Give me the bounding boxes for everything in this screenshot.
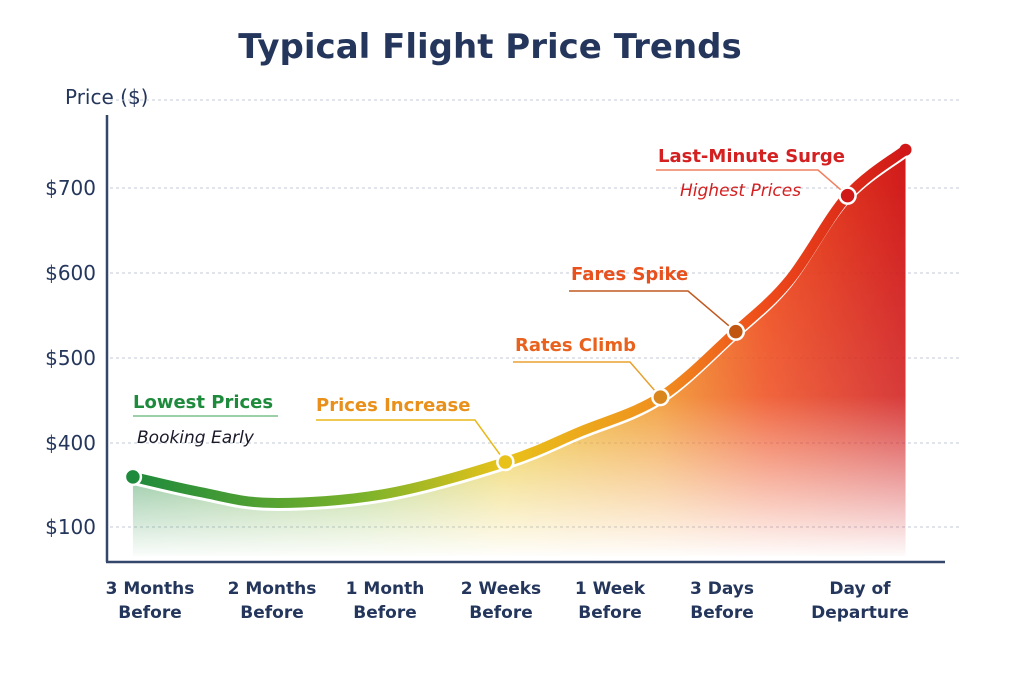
annotation-label: Rates Climb — [515, 335, 636, 356]
x-tick-label: Before — [353, 603, 416, 623]
annotation-sublabel: Highest Prices — [680, 181, 801, 201]
x-tick-label: Before — [690, 603, 753, 623]
annotation-label: Last-Minute Surge — [658, 146, 845, 167]
x-tick-label: Departure — [811, 603, 909, 623]
x-tick-label: 2 Months — [228, 579, 317, 599]
y-tick-label: $500 — [45, 346, 96, 370]
leader-line — [569, 290, 737, 333]
annotation-leaders — [316, 169, 849, 463]
chart-title: Typical Flight Price Trends — [238, 27, 742, 67]
y-tick-label: $600 — [45, 261, 96, 285]
y-tick-label: $700 — [45, 176, 96, 200]
x-tick-label: Before — [469, 603, 532, 623]
leader-line — [513, 361, 661, 398]
data-point-marker — [123, 467, 143, 487]
annotation-lowest-prices: Lowest Prices Booking Early — [133, 392, 278, 448]
price-line — [127, 144, 911, 508]
annotation-label: Lowest Prices — [133, 392, 273, 413]
x-tick-labels: 3 Months Before 2 Months Before 1 Month Befor… — [106, 579, 909, 623]
y-tick-labels: $100 $400 $500 $600 $700 — [45, 176, 96, 539]
x-tick-label: 2 Weeks — [461, 579, 541, 599]
leader-line — [656, 169, 849, 197]
x-tick-label: Before — [578, 603, 641, 623]
annotation-sublabel: Booking Early — [137, 428, 255, 448]
annotation-fares-spike: Fares Spike — [571, 264, 688, 285]
data-point-marker — [899, 143, 912, 156]
y-tick-label: $400 — [45, 431, 96, 455]
x-tick-label: Before — [118, 603, 181, 623]
data-point-marker — [496, 452, 515, 472]
x-tick-label: 1 Month — [346, 579, 425, 599]
price-area-fill — [132, 149, 906, 556]
annotation-prices-increase: Prices Increase — [316, 395, 470, 416]
data-point-marker — [838, 186, 857, 205]
data-point-marker — [726, 322, 746, 341]
annotation-rates-climb: Rates Climb — [515, 335, 636, 356]
x-tick-label: Day of — [829, 579, 891, 599]
annotation-label: Prices Increase — [316, 395, 470, 416]
data-point-marker — [651, 387, 670, 407]
y-tick-label: $100 — [45, 515, 96, 539]
markers — [123, 143, 912, 487]
x-tick-label: 1 Week — [575, 579, 646, 599]
annotation-label: Fares Spike — [571, 264, 688, 285]
x-tick-label: 3 Days — [690, 579, 754, 599]
leader-line — [316, 419, 506, 463]
x-tick-label: 3 Months — [106, 579, 195, 599]
x-tick-label: Before — [240, 603, 303, 623]
annotation-last-minute-surge: Last-Minute Surge Highest Prices — [658, 146, 845, 201]
y-axis-label: Price ($) — [65, 85, 148, 109]
